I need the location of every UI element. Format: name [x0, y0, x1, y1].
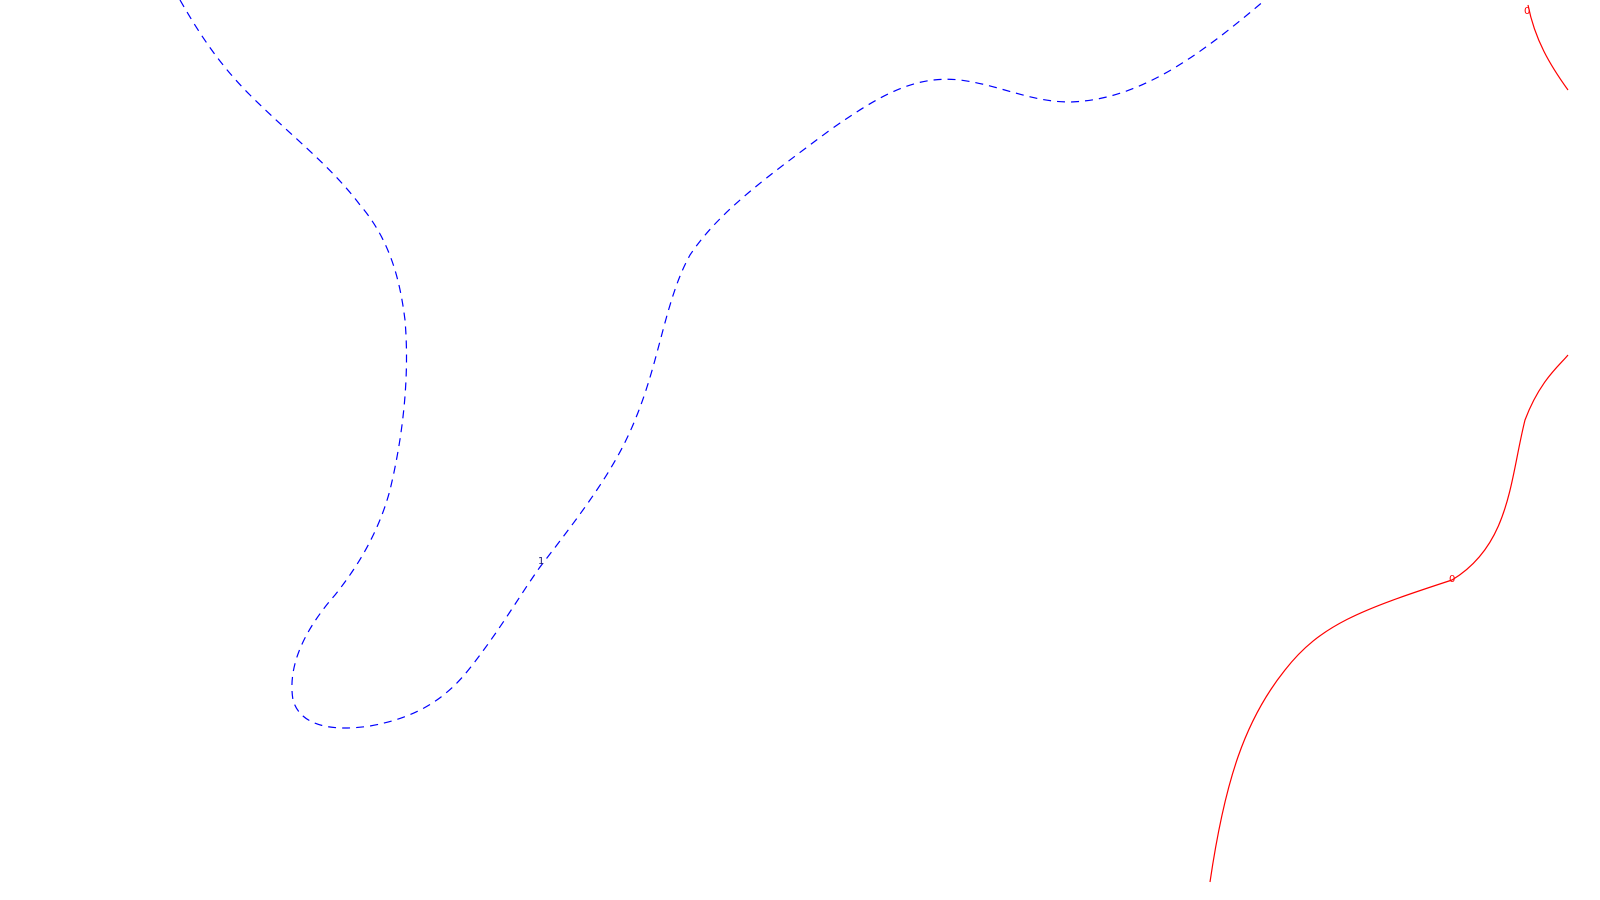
contour-label-dashed: 1	[538, 556, 544, 567]
contour-label-upper: 0	[1524, 6, 1530, 17]
dashed-contour-line	[179, 0, 1266, 729]
contour-label-lower: 0	[1449, 574, 1455, 585]
solid-contour-line-upper	[1527, 4, 1569, 91]
solid-contour-line-lower	[1209, 354, 1569, 883]
